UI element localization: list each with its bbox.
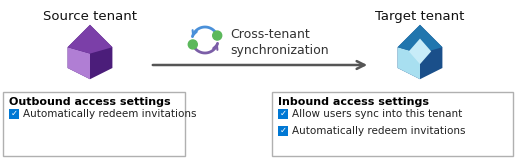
Text: ✓: ✓ (10, 109, 18, 118)
Polygon shape (68, 25, 112, 79)
Polygon shape (398, 25, 442, 79)
Text: Automatically redeem invitations: Automatically redeem invitations (292, 126, 465, 136)
Circle shape (213, 31, 222, 40)
Text: ✓: ✓ (280, 126, 286, 135)
Bar (278, 126, 288, 136)
Text: Inbound access settings: Inbound access settings (278, 97, 429, 107)
Polygon shape (398, 47, 420, 79)
Polygon shape (68, 47, 90, 79)
Polygon shape (68, 25, 112, 54)
Polygon shape (398, 25, 442, 54)
Text: ✓: ✓ (280, 109, 286, 118)
Text: Cross-tenant: Cross-tenant (230, 28, 310, 41)
Text: Outbound access settings: Outbound access settings (9, 97, 171, 107)
Text: Target tenant: Target tenant (375, 10, 465, 23)
Circle shape (188, 40, 197, 49)
Bar (272, 92, 513, 156)
Text: Allow users sync into this tenant: Allow users sync into this tenant (292, 109, 462, 119)
Bar (3, 92, 185, 156)
Text: Source tenant: Source tenant (43, 10, 137, 23)
Text: synchronization: synchronization (230, 44, 329, 57)
Bar (9, 109, 19, 119)
Bar (278, 109, 288, 119)
Text: Automatically redeem invitations: Automatically redeem invitations (23, 109, 197, 119)
Polygon shape (409, 39, 431, 64)
